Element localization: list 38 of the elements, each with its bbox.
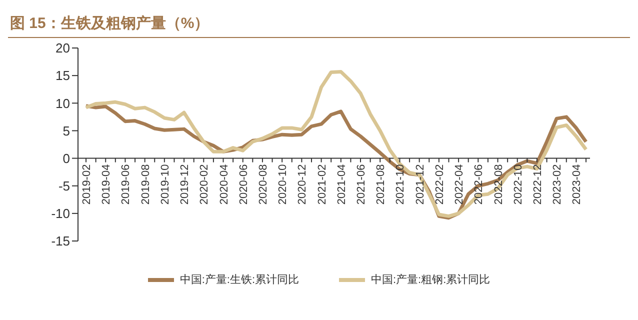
y-tick-label: -15 bbox=[51, 234, 70, 249]
x-tick-label: 2020-04 bbox=[218, 164, 230, 205]
y-tick-label: 5 bbox=[62, 123, 70, 138]
x-tick-label: 2019-04 bbox=[100, 164, 113, 205]
line-series bbox=[84, 70, 588, 218]
x-tick-label: 2021-02 bbox=[316, 164, 328, 205]
y-tick-label: 20 bbox=[56, 40, 70, 56]
chart-title: 图 15：生铁及粗钢产量（%） bbox=[8, 8, 630, 38]
x-tick-label: 2022-04 bbox=[454, 164, 466, 205]
x-tick-label: 2021-10 bbox=[394, 164, 407, 205]
x-tick-label: 2020-12 bbox=[296, 164, 309, 205]
x-tick-label: 2022-02 bbox=[434, 164, 446, 205]
x-tick-label: 2023-02 bbox=[552, 164, 564, 205]
x-tick-label: 2019-10 bbox=[159, 164, 172, 205]
x-tick-label: 2021-04 bbox=[336, 164, 348, 205]
x-tick-label: 2019-12 bbox=[179, 164, 192, 205]
x-tick-label: 2021-06 bbox=[356, 164, 368, 205]
x-tick-label: 2021-08 bbox=[375, 164, 388, 205]
x-tick-label: 2022-08 bbox=[492, 164, 505, 205]
x-tick-label: 2022-12 bbox=[532, 164, 544, 205]
x-tick-label: 2019-02 bbox=[81, 164, 93, 205]
x-tick-label: 2020-02 bbox=[198, 164, 211, 205]
legend-label: 中国:产量:生铁:累计同比 bbox=[180, 272, 299, 287]
x-tick-label: 2022-06 bbox=[473, 164, 486, 205]
x-tick-label: 2020-06 bbox=[238, 164, 250, 205]
y-tick-label: 0 bbox=[62, 150, 70, 166]
x-tick-label: 2019-08 bbox=[140, 164, 152, 205]
y-tick-label: -5 bbox=[58, 178, 70, 194]
y-tick-label: 10 bbox=[56, 96, 70, 111]
x-tick-label: 2019-06 bbox=[120, 164, 132, 205]
x-tick-label: 2023-04 bbox=[571, 164, 584, 205]
y-tick-label: -10 bbox=[51, 206, 70, 222]
x-tick-label: 2020-08 bbox=[257, 164, 270, 205]
legend-label: 中国:产量:粗钢:累计同比 bbox=[371, 272, 490, 287]
x-tick-label: 2022-10 bbox=[512, 164, 524, 205]
x-tick-label: 2020-10 bbox=[277, 164, 290, 205]
y-tick-label: 15 bbox=[56, 68, 70, 84]
x-tick-label: 2021-12 bbox=[414, 164, 426, 205]
